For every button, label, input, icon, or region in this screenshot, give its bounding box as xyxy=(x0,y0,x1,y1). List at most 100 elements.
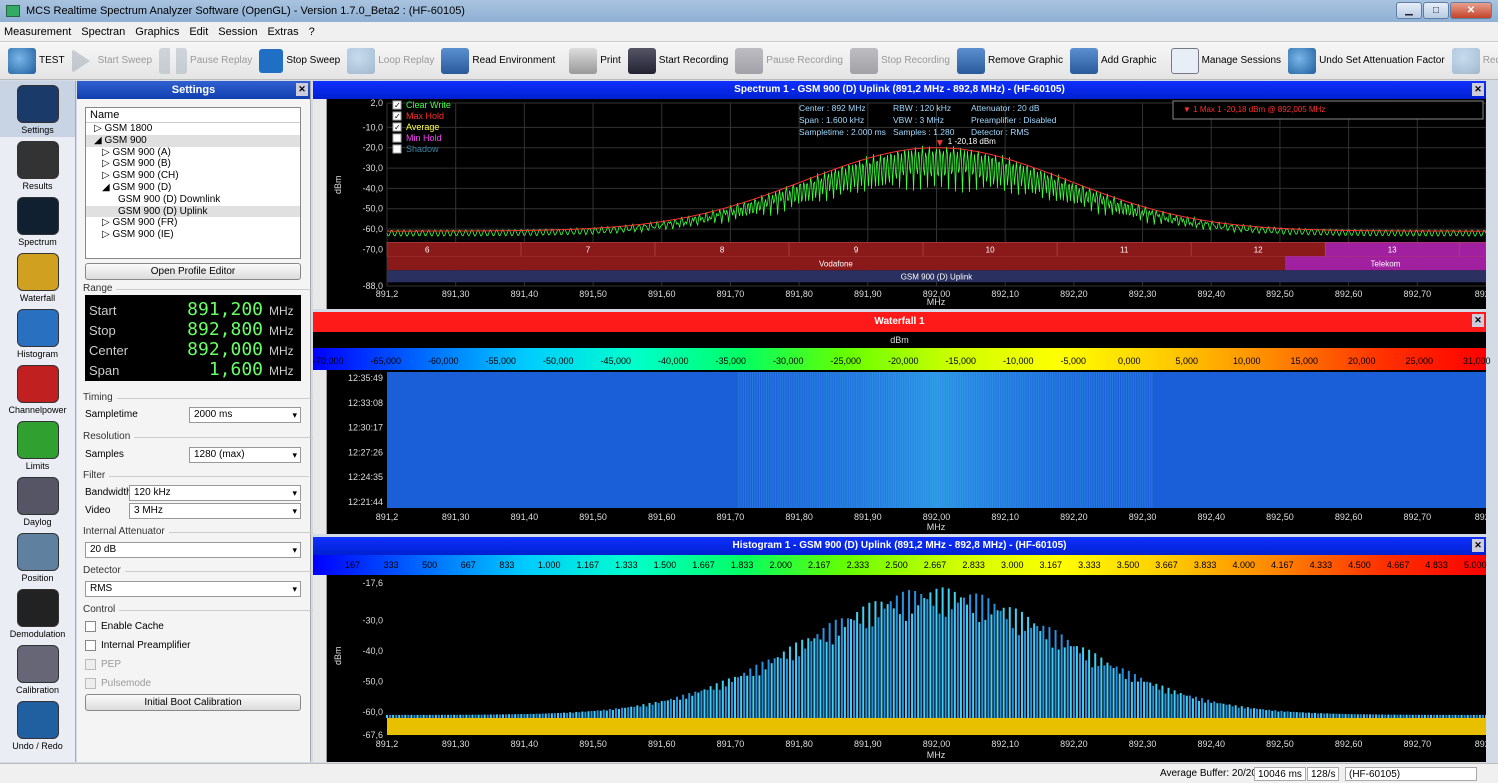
nav-item-daylog[interactable]: Daylog xyxy=(0,473,75,529)
spectrum-plot[interactable]: 891,2 891,30 891,40 891,50 891,60 891,70 891,8… xyxy=(327,98,1497,309)
waterfall-close-icon[interactable]: ✕ xyxy=(1472,314,1484,327)
nav-item-calibration[interactable]: Calibration xyxy=(0,641,75,697)
samples-select[interactable]: 1280 (max) xyxy=(189,447,301,463)
range-label: Start xyxy=(89,303,117,318)
sampletime-select[interactable]: 2000 ms xyxy=(189,407,301,423)
legend-checkbox[interactable] xyxy=(392,144,402,154)
histogram-scale-label: 4.667 xyxy=(1386,560,1410,570)
pulsemode-checkbox[interactable]: Pulsemode xyxy=(85,678,151,689)
detector-select[interactable]: RMS xyxy=(85,581,301,597)
spectrum-close-icon[interactable]: ✕ xyxy=(1472,83,1484,96)
nav-label: Undo / Redo xyxy=(12,741,63,751)
histogram-scale-label: 2.500 xyxy=(885,560,908,570)
menu-graphics[interactable]: Graphics xyxy=(135,25,180,38)
tree-item[interactable]: ▷ GSM 900 (FR) xyxy=(102,217,178,229)
tree-item[interactable]: GSM 900 (D) Downlink xyxy=(118,193,221,205)
maximize-button[interactable]: □ xyxy=(1423,2,1449,19)
printer-button[interactable]: Print xyxy=(569,47,621,74)
legend-check-icon: ✓ xyxy=(394,101,401,110)
video-label: Video xyxy=(85,505,111,516)
waterfall-scale-label: -65,000 xyxy=(370,356,402,366)
pep-checkbox[interactable]: PEP xyxy=(85,659,121,670)
pause-recording-button[interactable]: Pause Recording xyxy=(735,47,843,74)
nav-item-results[interactable]: Results xyxy=(0,137,75,193)
read-environment-button[interactable]: Read Environment xyxy=(441,47,555,74)
legend-checkbox[interactable] xyxy=(392,122,402,132)
nav-item-demodulation[interactable]: Demodulation xyxy=(0,585,75,641)
spectrum-x-tick: 892,50 xyxy=(1266,289,1294,299)
tree-item[interactable]: ▷ GSM 900 (B) xyxy=(102,158,171,170)
internal-preamp-checkbox[interactable]: Internal Preamplifier xyxy=(85,640,190,651)
close-button[interactable]: ✕ xyxy=(1450,2,1492,19)
nav-item-limits[interactable]: Limits xyxy=(0,417,75,473)
histogram-scale-label: 2.333 xyxy=(846,560,870,570)
waterfall-scale-label: 10,000 xyxy=(1233,356,1261,366)
play-button[interactable]: Start Sweep xyxy=(71,48,152,73)
nav-item-settings[interactable]: Settings xyxy=(0,81,75,137)
attenuator-select[interactable]: 20 dB xyxy=(85,542,301,558)
band-strip xyxy=(387,270,1486,283)
enable-cache-checkbox[interactable]: Enable Cache xyxy=(85,621,164,632)
spectrum-info-text: Samples : 1.280 xyxy=(893,127,955,137)
spectrum-y-tick: -60,0 xyxy=(362,224,383,234)
legend-checkbox[interactable] xyxy=(392,133,402,143)
nav-item-waterfall[interactable]: Waterfall xyxy=(0,249,75,305)
bandwidth-select[interactable]: 120 kHz xyxy=(129,485,301,501)
video-select[interactable]: 3 MHz xyxy=(129,503,301,519)
menu-session[interactable]: Session xyxy=(218,25,258,38)
pause-recording-icon xyxy=(735,47,764,74)
tree-item[interactable]: ▷ GSM 900 (CH) xyxy=(102,170,179,182)
waterfall-time-label: 12:21:44 xyxy=(348,497,383,507)
nav-item-undoredo[interactable]: Undo / Redo xyxy=(0,697,75,753)
histogram-scrollbar[interactable] xyxy=(313,575,327,762)
remove-graphic-button[interactable]: Remove Graphic xyxy=(956,47,1063,74)
settings-close-icon[interactable]: ✕ xyxy=(296,83,308,96)
spectrum-x-tick: 892,70 xyxy=(1404,289,1432,299)
nav-item-histogram[interactable]: Histogram xyxy=(0,305,75,361)
histogram-y-tick: -67,6 xyxy=(362,730,383,740)
open-profile-editor-button[interactable]: Open Profile Editor xyxy=(85,263,301,280)
waterfall-scale-label: -15,000 xyxy=(945,356,977,366)
initial-boot-calibration-button[interactable]: Initial Boot Calibration xyxy=(85,694,301,711)
record-button[interactable]: Start Recording xyxy=(627,47,728,74)
spectrum-x-unit: MHz xyxy=(927,297,946,307)
menu-edit[interactable]: Edit xyxy=(189,25,209,38)
nav-item-spectrum[interactable]: Spectrum xyxy=(0,193,75,249)
legend-checkbox[interactable] xyxy=(392,100,402,110)
waterfall-plot[interactable]: 12:35:49 12:33:08 12:30:17 12:27:26 12:24:35… xyxy=(327,370,1497,534)
tree-item[interactable]: ◢ GSM 900 (D) xyxy=(102,181,172,193)
test-button[interactable]: TEST xyxy=(8,47,65,74)
minimize-button[interactable]: ▁ xyxy=(1396,2,1422,19)
menu-[interactable]: ? xyxy=(308,25,315,38)
stop-recording-button[interactable]: Stop Recording xyxy=(850,47,950,74)
waterfall-scrollbar[interactable] xyxy=(313,370,327,534)
stop-button[interactable]: Stop Sweep xyxy=(259,48,340,73)
tree-item[interactable]: ▷ GSM 900 (IE) xyxy=(102,229,174,241)
undo-button[interactable]: Undo Set Attenuation Factor xyxy=(1288,47,1445,74)
waterfall-time-label: 12:33:08 xyxy=(348,398,383,408)
menu-extras[interactable]: Extras xyxy=(267,25,299,38)
tree-item[interactable]: ◢ GSM 900 xyxy=(86,134,300,147)
pause-button[interactable]: Pause Replay xyxy=(159,47,252,74)
legend-checkbox[interactable] xyxy=(392,111,402,121)
tree-item[interactable]: ▷ GSM 900 (A) xyxy=(102,146,171,158)
loop-button[interactable]: Loop Replay xyxy=(347,47,434,74)
nav-item-position[interactable]: Position xyxy=(0,529,75,585)
marker-triangle[interactable] xyxy=(936,140,943,147)
menu-measurement[interactable]: Measurement xyxy=(4,25,72,38)
spectrum-header: Spectrum 1 - GSM 900 (D) Uplink (891,2 M… xyxy=(313,81,1486,99)
nav-item-channelpower[interactable]: Channelpower xyxy=(0,361,75,417)
tree-item[interactable]: ▷ GSM 1800 xyxy=(94,123,153,134)
waterfall-signal xyxy=(387,372,1486,508)
redo-button[interactable]: Redo xyxy=(1451,47,1498,74)
histogram-close-icon[interactable]: ✕ xyxy=(1472,539,1484,552)
rate-status: 128/s xyxy=(1307,767,1340,781)
tree-item[interactable]: GSM 900 (D) Uplink xyxy=(86,205,300,218)
spectrum-scrollbar[interactable] xyxy=(313,99,327,309)
menu-spectran[interactable]: Spectran xyxy=(81,25,126,38)
histogram-plot[interactable]: -17,6 -30,0 -40,0 -50,0 -60,0 -67,6 dBm 891,2 89… xyxy=(327,575,1497,762)
sessions-button[interactable]: Manage Sessions xyxy=(1170,47,1281,74)
device-select[interactable]: (HF-60105) xyxy=(1345,767,1477,781)
profile-tree[interactable]: Name ▷ GSM 1800 ◢ GSM 900 ▷ GSM 900 (A) ▷ G… xyxy=(85,107,301,259)
add-graphic-button[interactable]: Add Graphic xyxy=(1069,47,1157,74)
